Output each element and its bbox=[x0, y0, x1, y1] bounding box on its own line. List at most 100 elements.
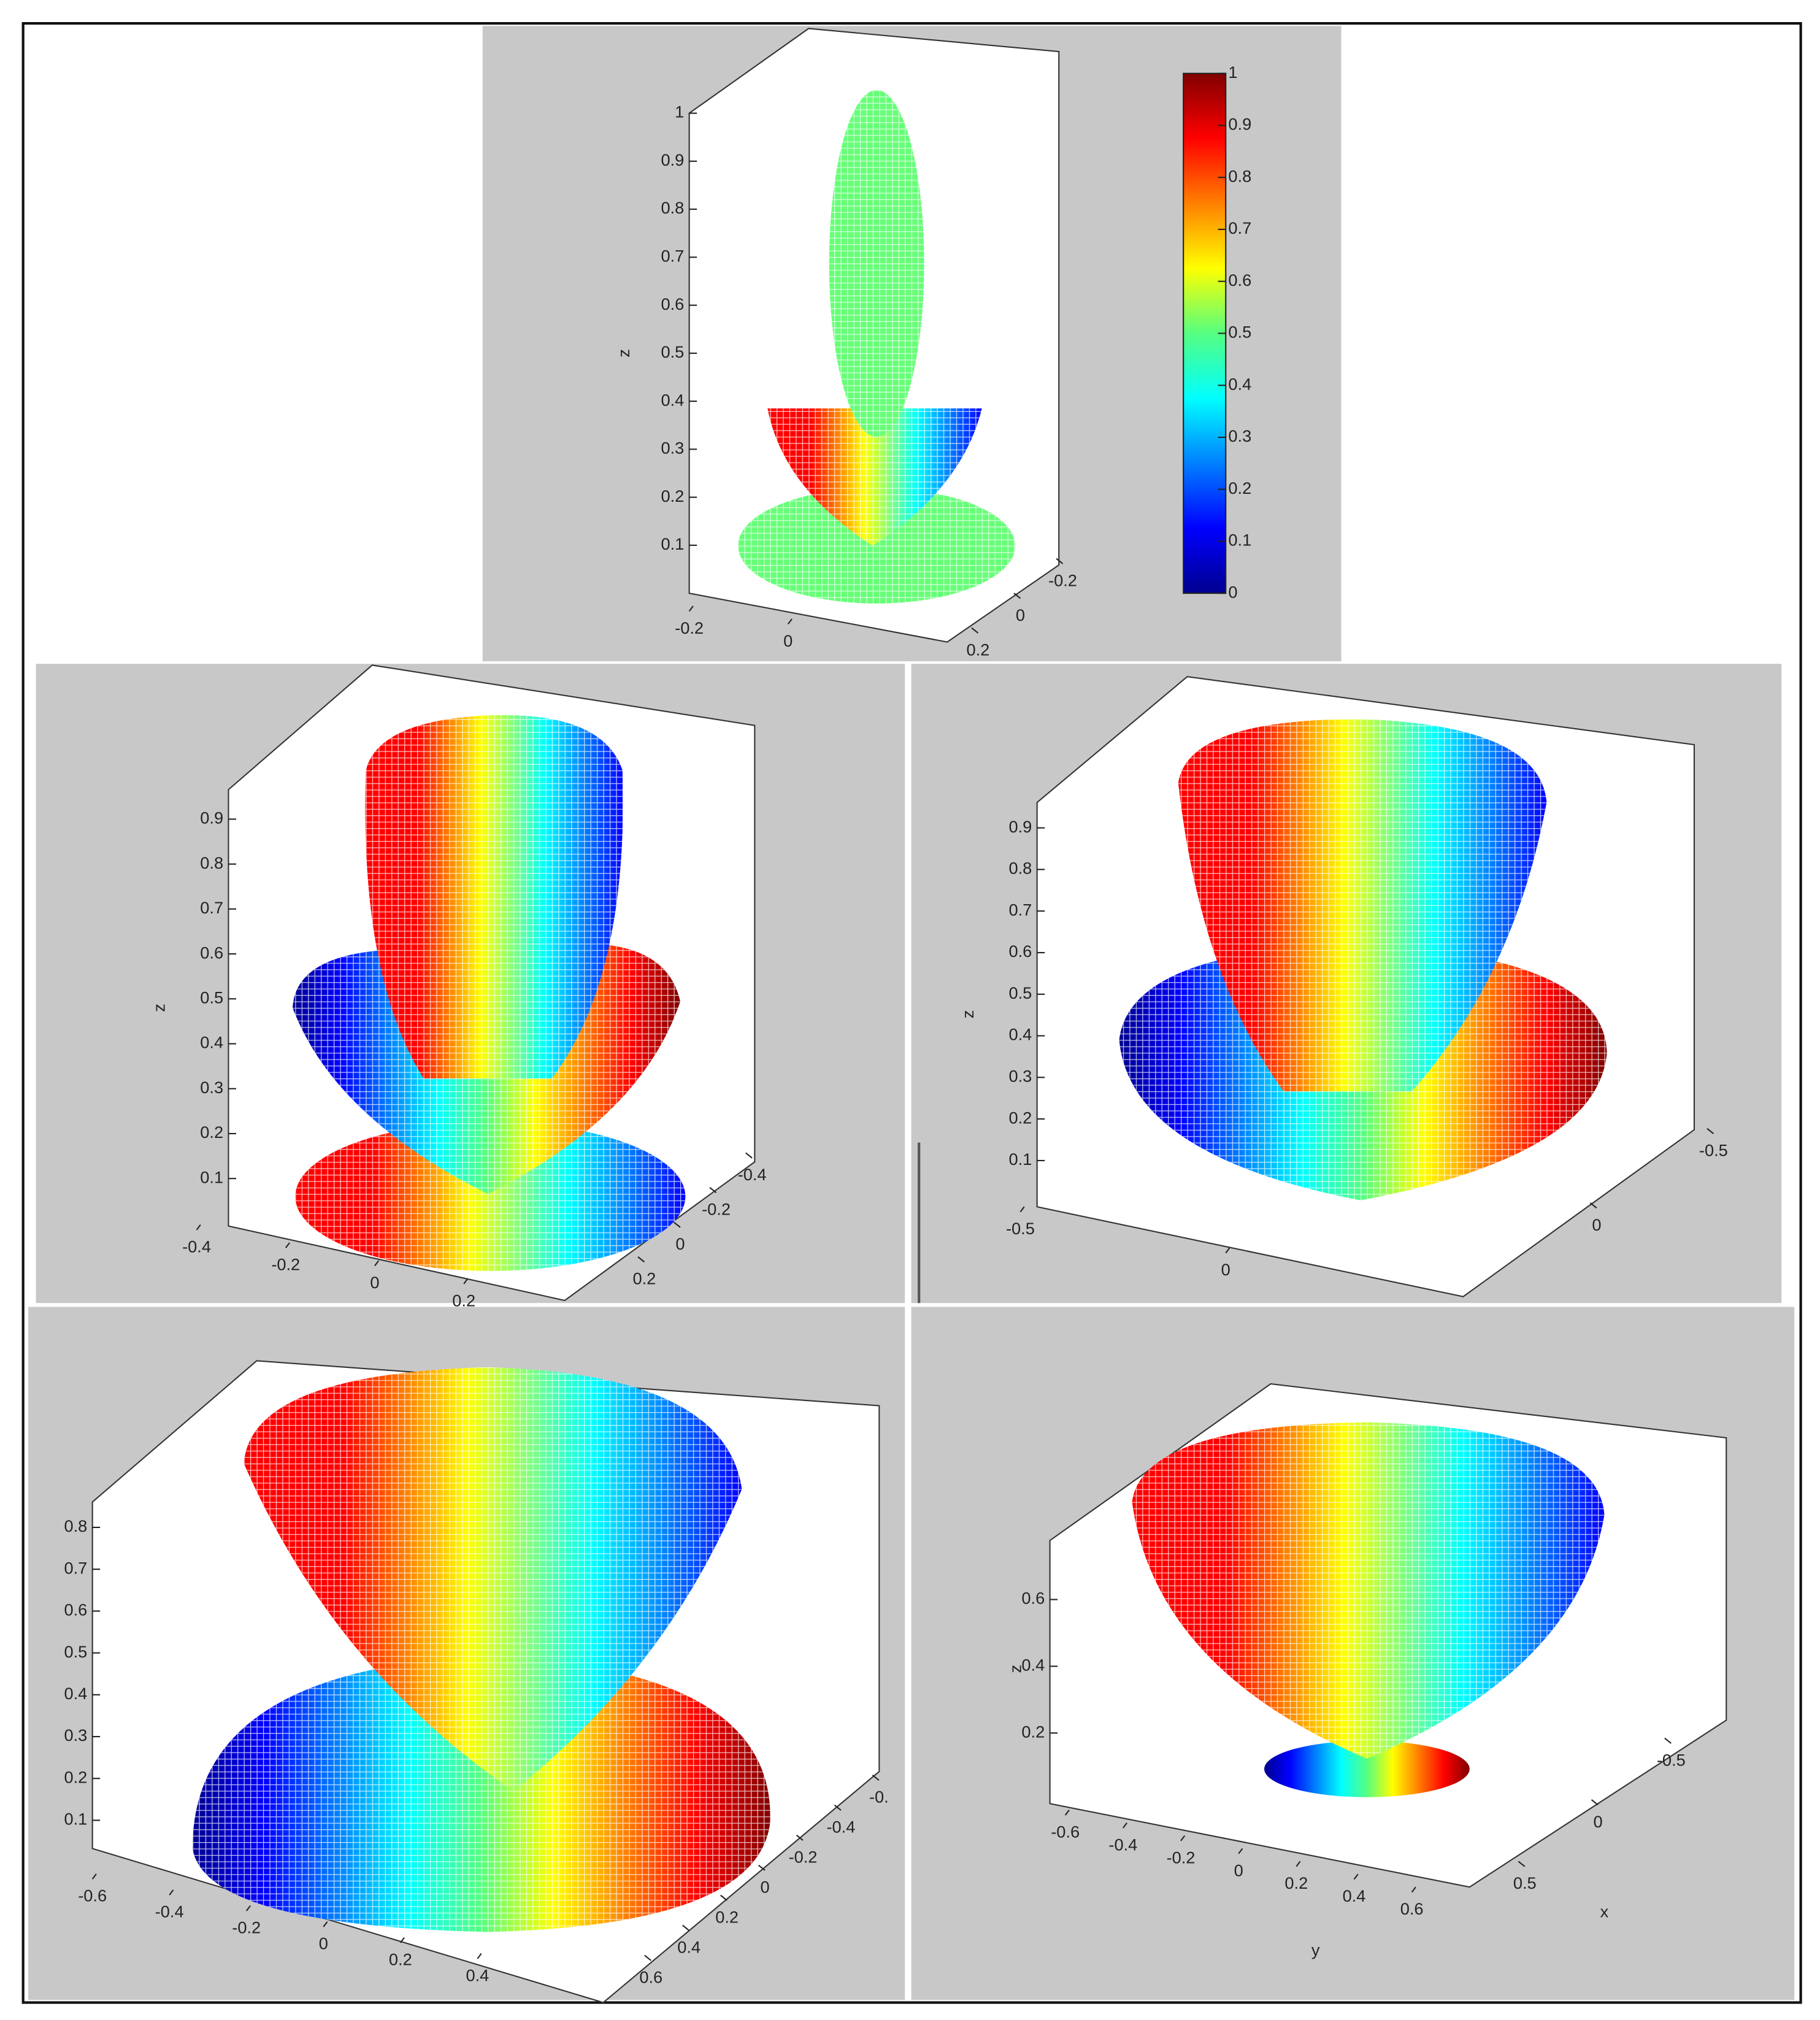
z-tick-label: 0.3 bbox=[200, 1078, 223, 1097]
y-tick bbox=[709, 1187, 717, 1194]
x-tick bbox=[1122, 1822, 1127, 1829]
x-tick-label: -0.4 bbox=[155, 1902, 184, 1921]
y-tick bbox=[1589, 1202, 1597, 1209]
y-tick bbox=[720, 1894, 728, 1901]
y-tick bbox=[971, 627, 979, 634]
z-tick-label: 0.8 bbox=[64, 1516, 87, 1535]
x-tick bbox=[374, 1260, 380, 1267]
y-tick-label: -0.2 bbox=[702, 1200, 731, 1219]
z-tick-label: 0.4 bbox=[200, 1033, 223, 1052]
x-tick-label: 0.2 bbox=[389, 1950, 412, 1969]
z-tick-label: 0.2 bbox=[64, 1767, 87, 1786]
z-tick-label: 0.5 bbox=[1008, 983, 1032, 1002]
z-tick-label: 0.3 bbox=[661, 439, 684, 458]
x-tick-label: 0 bbox=[1234, 1861, 1243, 1880]
z-tick-label: 0.5 bbox=[200, 988, 223, 1007]
x-tick bbox=[477, 1953, 482, 1959]
y-tick bbox=[682, 1924, 689, 1931]
z-tick-label: 0.2 bbox=[1008, 1108, 1032, 1127]
y-tick-label: 0.2 bbox=[966, 640, 989, 659]
x-tick-label: 0 bbox=[370, 1273, 379, 1292]
y-tick bbox=[1013, 593, 1021, 599]
x-tick-label: 0.4 bbox=[1343, 1886, 1366, 1905]
x-tick bbox=[1296, 1861, 1301, 1867]
colorbar-tick-label: 0.6 bbox=[1228, 271, 1251, 290]
colorbar-tick-label: 0.1 bbox=[1228, 531, 1251, 550]
z-tick-label: 1 bbox=[675, 102, 684, 121]
x-tick bbox=[285, 1242, 290, 1248]
y-tick bbox=[1664, 1737, 1672, 1744]
y-tick-label: -0. bbox=[869, 1788, 889, 1807]
x-tick-label: -0.6 bbox=[1051, 1822, 1080, 1841]
z-tick-label: 0.7 bbox=[64, 1558, 87, 1577]
x-tick bbox=[1225, 1247, 1231, 1254]
surface bbox=[1119, 719, 1607, 1200]
x-tick bbox=[169, 1889, 174, 1895]
colorbar-tick-label: 0.3 bbox=[1228, 426, 1251, 445]
z-tick-label: 0.1 bbox=[661, 534, 684, 553]
colorbar-tick-label: 1 bbox=[1228, 63, 1237, 82]
z-tick-label: 0.7 bbox=[200, 898, 223, 917]
z-axis-label: z bbox=[1005, 1665, 1024, 1673]
colorbar-tick-label: 0.5 bbox=[1228, 323, 1251, 342]
z-tick-label: 0.1 bbox=[200, 1167, 223, 1186]
y-tick-label: -0.2 bbox=[1048, 570, 1077, 589]
y-tick-label: 0.5 bbox=[1513, 1873, 1537, 1892]
z-tick-label: 0.2 bbox=[200, 1123, 223, 1142]
z-tick-label: 0.2 bbox=[661, 486, 684, 505]
z-tick-label: 0.4 bbox=[1008, 1025, 1032, 1044]
y-tick-label: -0.4 bbox=[827, 1818, 856, 1837]
surface bbox=[192, 1367, 770, 1932]
y-tick bbox=[745, 1152, 753, 1159]
surface bbox=[293, 715, 686, 1271]
x-tick-label: 0 bbox=[1221, 1260, 1231, 1279]
y-tick-label: -0.5 bbox=[1657, 1750, 1686, 1769]
x-tick-label: 0.4 bbox=[466, 1965, 489, 1984]
z-tick-label: 0.4 bbox=[1021, 1656, 1045, 1675]
x-axis-label: y bbox=[1311, 1940, 1320, 1959]
y-tick bbox=[1591, 1799, 1599, 1806]
z-tick-label: 0.4 bbox=[64, 1684, 87, 1703]
x-tick-label: 0.2 bbox=[1284, 1873, 1308, 1892]
colorbar-tick-label: 0.7 bbox=[1228, 218, 1251, 237]
z-tick-label: 0.9 bbox=[1008, 817, 1032, 836]
z-tick-label: 0.5 bbox=[64, 1642, 87, 1661]
y-axis-label: x bbox=[1600, 1902, 1609, 1921]
x-tick bbox=[1411, 1886, 1416, 1893]
y-tick-label: -0.5 bbox=[1699, 1140, 1728, 1159]
y-tick-label: -0.2 bbox=[789, 1848, 818, 1867]
z-axis-label: z bbox=[150, 1004, 169, 1012]
y-tick-label: 0.4 bbox=[677, 1937, 701, 1956]
z-tick-label: 0.6 bbox=[1021, 1589, 1045, 1608]
z-tick-label: 0.6 bbox=[1008, 942, 1032, 961]
z-tick-label: 0.3 bbox=[64, 1726, 87, 1745]
z-tick-label: 0.8 bbox=[200, 853, 223, 872]
z-tick-label: 0.7 bbox=[1008, 900, 1032, 919]
y-tick-label: 0.2 bbox=[715, 1907, 739, 1926]
surface bbox=[1132, 1422, 1605, 1797]
x-tick bbox=[399, 1937, 405, 1943]
x-tick bbox=[1180, 1835, 1186, 1841]
x-tick-label: 0.2 bbox=[452, 1291, 475, 1310]
colorbar-tick-label: 0.9 bbox=[1228, 115, 1251, 134]
x-tick-label: -0.2 bbox=[271, 1255, 300, 1274]
z-tick-label: 0.6 bbox=[200, 943, 223, 962]
z-tick-label: 0.9 bbox=[200, 808, 223, 828]
x-tick bbox=[1353, 1873, 1359, 1880]
x-tick-label: -0.5 bbox=[1006, 1219, 1035, 1238]
z-tick-label: 0.3 bbox=[1008, 1067, 1032, 1086]
y-tick bbox=[1056, 558, 1064, 564]
x-tick-label: -0.6 bbox=[78, 1886, 107, 1905]
x-tick bbox=[245, 1905, 251, 1911]
z-tick-label: 0.1 bbox=[64, 1810, 87, 1829]
x-tick bbox=[787, 618, 793, 624]
y-tick bbox=[758, 1864, 766, 1871]
colorbar-tick-label: 0 bbox=[1228, 582, 1237, 601]
y-tick bbox=[1707, 1127, 1714, 1134]
y-tick bbox=[673, 1221, 681, 1228]
x-tick bbox=[463, 1278, 469, 1285]
colorbar-tick-label: 0.8 bbox=[1228, 166, 1251, 185]
x-tick bbox=[91, 1873, 97, 1880]
